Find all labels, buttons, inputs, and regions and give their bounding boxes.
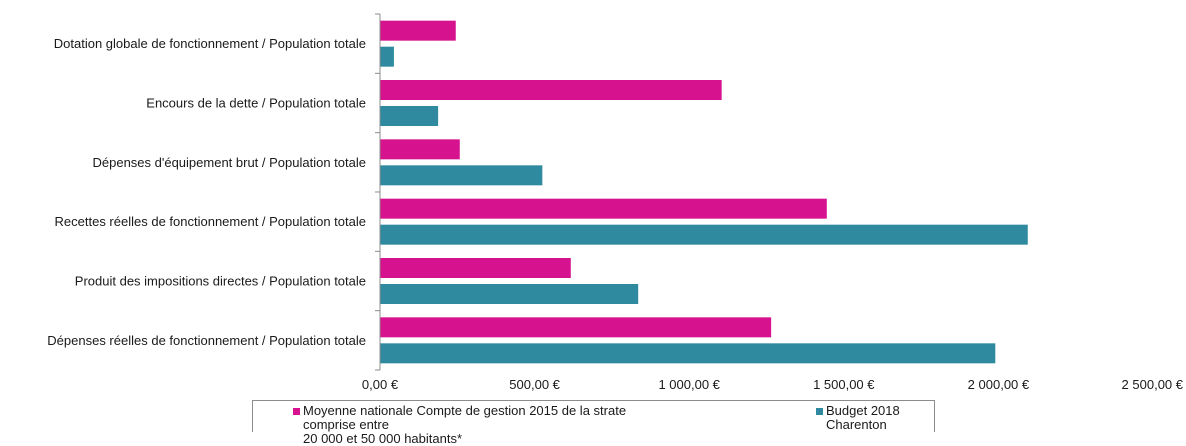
category-label: Produit des impositions directes / Popul…: [75, 274, 366, 289]
legend-swatch-national-average: [293, 408, 300, 415]
category-label: Dépenses d'équipement brut / Population …: [92, 155, 366, 170]
chart-legend: Moyenne nationale Compte de gestion 2015…: [252, 400, 935, 446]
bar-national-average: [380, 80, 722, 100]
bar-national-average: [380, 139, 460, 160]
x-tick-label: 1 000,00 €: [658, 377, 720, 392]
x-tick-label: 2 500,00 €: [1122, 377, 1184, 392]
bar-national-average: [380, 20, 456, 41]
bar-budget-charenton: [380, 224, 1028, 245]
category-label: Dotation globale de fonctionnement / Pop…: [54, 36, 366, 51]
bar-national-average: [380, 258, 571, 278]
bar-chart: Dotation globale de fonctionnement / Pop…: [47, 13, 1184, 392]
bar-budget-charenton: [380, 284, 639, 304]
category-label: Encours de la dette / Population totale: [146, 96, 366, 111]
bar-budget-charenton: [380, 106, 439, 126]
legend-entry-budget-charenton: Budget 2018 Charenton: [816, 404, 926, 432]
category-label: Dépenses réelles de fonctionnement / Pop…: [47, 333, 366, 348]
bar-budget-charenton: [380, 165, 543, 186]
bar-national-average: [380, 198, 827, 219]
category-label: Recettes réelles de fonctionnement / Pop…: [55, 214, 366, 229]
bar-national-average: [380, 317, 772, 338]
x-tick-label: 500,00 €: [509, 377, 560, 392]
legend-swatch-budget-charenton: [816, 408, 823, 415]
legend-entry-national-average: Moyenne nationale Compte de gestion 2015…: [293, 404, 633, 446]
legend-label-national-average: Moyenne nationale Compte de gestion 2015…: [303, 403, 627, 446]
x-tick-label: 1 500,00 €: [813, 377, 875, 392]
bar-budget-charenton: [380, 343, 996, 364]
legend-label-budget-charenton: Budget 2018 Charenton: [826, 403, 900, 432]
x-tick-label: 2 000,00 €: [968, 377, 1030, 392]
x-tick-label: 0,00 €: [362, 377, 399, 392]
bar-budget-charenton: [380, 46, 394, 67]
